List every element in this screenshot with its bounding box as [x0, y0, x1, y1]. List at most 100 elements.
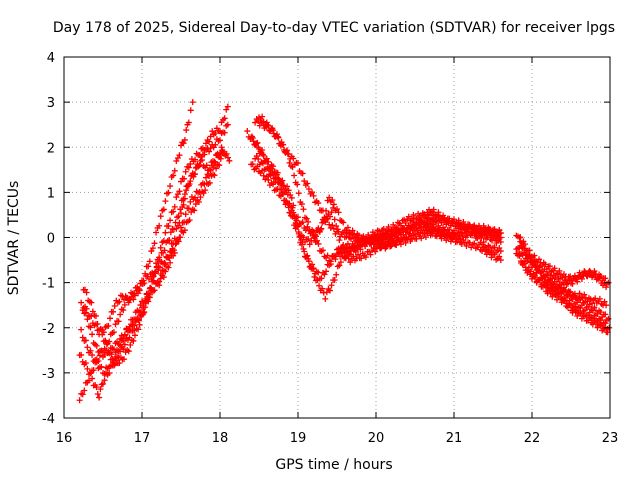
data-point-marker: [398, 236, 405, 243]
data-point-marker: [275, 179, 282, 186]
data-point-marker: [305, 185, 312, 192]
data-point-marker: [422, 214, 429, 221]
data-point-marker: [474, 226, 481, 233]
data-point-marker: [140, 300, 147, 307]
data-point-marker: [264, 158, 271, 165]
data-point-marker: [541, 266, 548, 273]
data-point-marker: [295, 190, 302, 197]
data-point-marker: [82, 359, 89, 366]
data-point-marker: [566, 276, 573, 283]
data-point-marker: [301, 178, 308, 185]
data-point-marker: [594, 324, 601, 331]
data-point-marker: [192, 201, 199, 208]
data-point-marker: [578, 275, 585, 282]
data-point-marker: [110, 329, 117, 336]
data-point-marker: [79, 391, 86, 398]
x-tick-label: 22: [524, 431, 541, 446]
data-point-marker: [116, 298, 123, 305]
data-point-marker: [295, 160, 301, 167]
data-point-marker: [298, 241, 305, 248]
data-point-marker: [284, 200, 291, 207]
data-point-marker: [252, 119, 259, 126]
data-point-marker: [350, 253, 357, 260]
data-point-marker: [306, 241, 313, 248]
data-point-marker: [546, 268, 553, 275]
data-point-marker: [372, 248, 379, 255]
data-point-marker: [157, 244, 164, 251]
data-point-marker: [178, 224, 184, 231]
data-point-marker: [475, 241, 482, 248]
data-point-marker: [329, 197, 336, 204]
data-point-marker: [217, 128, 223, 135]
data-point-marker: [79, 334, 86, 341]
data-point-marker: [577, 305, 584, 312]
data-point-marker: [480, 244, 487, 251]
data-point-marker: [288, 194, 295, 201]
data-point-marker: [106, 363, 113, 370]
data-point-marker: [357, 246, 364, 253]
y-tick-label: 0: [47, 232, 55, 247]
data-point-marker: [146, 258, 153, 265]
data-point-marker: [316, 282, 323, 289]
data-point-marker: [260, 118, 267, 125]
data-point-marker: [90, 367, 97, 374]
data-point-marker: [331, 216, 338, 223]
data-point-marker: [78, 299, 85, 306]
data-point-marker: [310, 192, 317, 199]
data-point-marker: [167, 229, 174, 236]
x-axis-title: GPS time / hours: [275, 457, 392, 473]
data-point-marker: [430, 215, 437, 222]
data-point-marker: [150, 273, 157, 280]
data-point-marker: [542, 274, 549, 281]
data-point-marker: [586, 309, 593, 316]
data-point-marker: [136, 321, 143, 328]
data-point-marker: [486, 249, 493, 256]
data-point-marker: [220, 148, 227, 155]
data-point-marker: [212, 130, 219, 137]
data-point-marker: [438, 235, 445, 242]
series-track-5: [80, 148, 612, 338]
data-point-marker: [218, 144, 225, 151]
data-point-marker: [141, 309, 148, 316]
data-point-marker: [88, 299, 95, 306]
data-point-marker: [83, 305, 90, 312]
data-point-marker: [554, 284, 561, 291]
data-point-marker: [602, 275, 609, 282]
data-point-marker: [153, 229, 160, 236]
data-point-marker: [304, 223, 311, 230]
data-point-marker: [581, 291, 588, 298]
data-point-marker: [532, 262, 539, 269]
data-point-marker: [326, 194, 333, 201]
data-point-marker: [497, 257, 504, 264]
data-point-marker: [601, 298, 608, 305]
y-tick-label: 2: [47, 141, 55, 156]
data-point-marker: [335, 209, 342, 216]
data-point-marker: [111, 361, 118, 368]
data-point-marker: [286, 159, 293, 166]
data-point-marker: [117, 342, 124, 349]
data-point-marker: [481, 231, 488, 238]
data-point-marker: [572, 303, 579, 310]
data-point-marker: [255, 144, 262, 151]
data-point-marker: [115, 348, 122, 355]
data-point-marker: [279, 141, 286, 148]
data-point-marker: [358, 255, 365, 262]
data-point-marker: [433, 230, 440, 237]
data-point-marker: [300, 206, 307, 213]
data-point-marker: [603, 284, 610, 291]
data-point-marker: [270, 127, 277, 134]
data-point-marker: [385, 232, 392, 239]
data-point-marker: [349, 227, 356, 234]
data-point-marker: [483, 251, 490, 258]
data-point-marker: [480, 239, 487, 246]
data-point-marker: [323, 289, 330, 296]
data-point-marker: [340, 219, 347, 226]
data-point-marker: [259, 113, 266, 120]
data-point-marker: [410, 220, 417, 227]
data-point-marker: [589, 272, 596, 279]
data-point-marker: [196, 152, 203, 159]
data-point-marker: [83, 289, 90, 296]
data-point-marker: [131, 332, 138, 339]
data-point-marker: [294, 181, 301, 188]
